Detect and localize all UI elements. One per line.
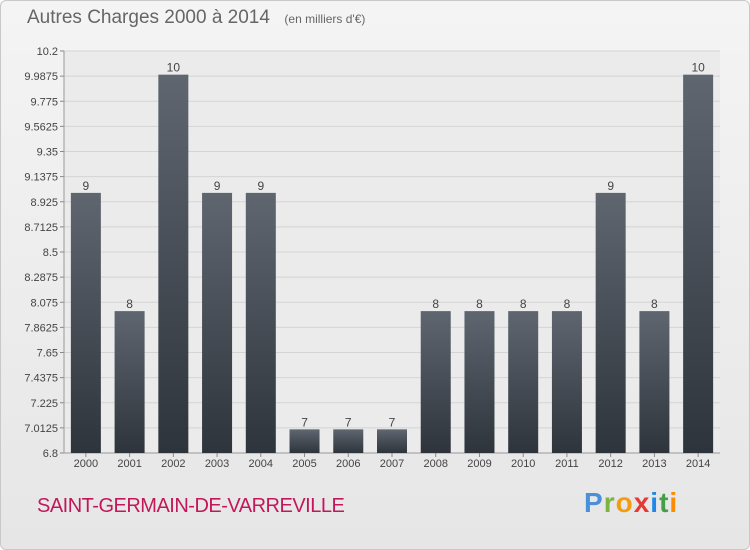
data-label: 9: [83, 179, 90, 193]
bar: [70, 192, 101, 453]
x-tick-label: 2008: [423, 458, 447, 470]
data-label: 7: [389, 415, 396, 429]
bar: [639, 311, 670, 453]
proxiti-logo: Proxiti: [584, 487, 678, 519]
y-tick-label: 8.5: [43, 247, 58, 259]
y-tick-label: 7.65: [37, 348, 58, 360]
x-tick-label: 2000: [74, 458, 98, 470]
y-tick-label: 7.225: [30, 398, 58, 410]
logo-letter: x: [633, 487, 651, 518]
x-tick-label: 2007: [380, 458, 404, 470]
logo-letter: o: [615, 487, 634, 518]
logo-letter: r: [603, 487, 616, 518]
x-tick-label: 2003: [205, 458, 229, 470]
y-tick-label: 6.8: [43, 448, 58, 460]
data-label: 7: [345, 415, 352, 429]
y-tick-label: 9.775: [30, 96, 58, 108]
bar: [114, 311, 145, 453]
x-tick-label: 2004: [249, 458, 273, 470]
y-tick-label: 8.925: [30, 197, 58, 209]
data-label: 9: [214, 179, 221, 193]
bar: [508, 311, 539, 453]
bar: [683, 74, 714, 453]
x-tick-label: 2014: [686, 458, 710, 470]
data-label: 8: [651, 297, 658, 311]
bar: [464, 311, 495, 453]
bar: [333, 429, 364, 453]
bar: [202, 192, 233, 453]
y-tick-label: 8.075: [30, 297, 58, 309]
data-label: 8: [432, 297, 439, 311]
y-tick-label: 8.7125: [24, 222, 58, 234]
commune-name: SAINT-GERMAIN-DE-VARREVILLE: [37, 495, 345, 517]
logo-letter: P: [584, 487, 604, 518]
y-tick-label: 7.8625: [24, 322, 58, 334]
x-tick-label: 2001: [117, 458, 141, 470]
data-label: 8: [126, 297, 133, 311]
y-tick-label: 9.9875: [24, 71, 58, 83]
x-tick-label: 2005: [292, 458, 316, 470]
data-label: 9: [607, 179, 614, 193]
x-tick-label: 2012: [598, 458, 622, 470]
bar: [245, 192, 276, 453]
x-tick-label: 2011: [555, 458, 579, 470]
y-tick-label: 9.1375: [24, 172, 58, 184]
data-label: 8: [520, 297, 527, 311]
y-tick-label: 7.0125: [24, 423, 58, 435]
bar: [551, 311, 582, 453]
bar: [158, 74, 189, 453]
chart-title: Autres Charges 2000 à 2014 (en milliers …: [27, 7, 365, 29]
y-tick-label: 9.35: [37, 147, 58, 159]
x-tick-label: 2009: [467, 458, 491, 470]
data-label: 10: [167, 61, 181, 75]
x-tick-label: 2006: [336, 458, 360, 470]
data-label: 7: [301, 415, 308, 429]
y-tick-label: 8.2875: [24, 272, 58, 284]
x-tick-label: 2002: [161, 458, 185, 470]
data-label: 9: [257, 179, 264, 193]
data-label: 10: [691, 61, 705, 75]
title-text: Autres Charges 2000 à 2014: [27, 7, 270, 28]
bar: [420, 311, 451, 453]
y-tick-label: 7.4375: [24, 373, 58, 385]
data-label: 8: [564, 297, 571, 311]
y-tick-label: 9.5625: [24, 121, 58, 133]
data-label: 8: [476, 297, 483, 311]
bar: [595, 192, 626, 453]
y-tick-label: 10.2: [37, 46, 58, 58]
x-tick-label: 2010: [511, 458, 535, 470]
logo-letter: i: [650, 487, 660, 518]
logo-letter: t: [659, 487, 670, 518]
logo-letter: i: [669, 487, 679, 518]
bar: [377, 429, 407, 453]
title-unit: (en milliers d'€): [284, 12, 366, 26]
bar: [289, 429, 320, 453]
x-tick-label: 2013: [642, 458, 666, 470]
